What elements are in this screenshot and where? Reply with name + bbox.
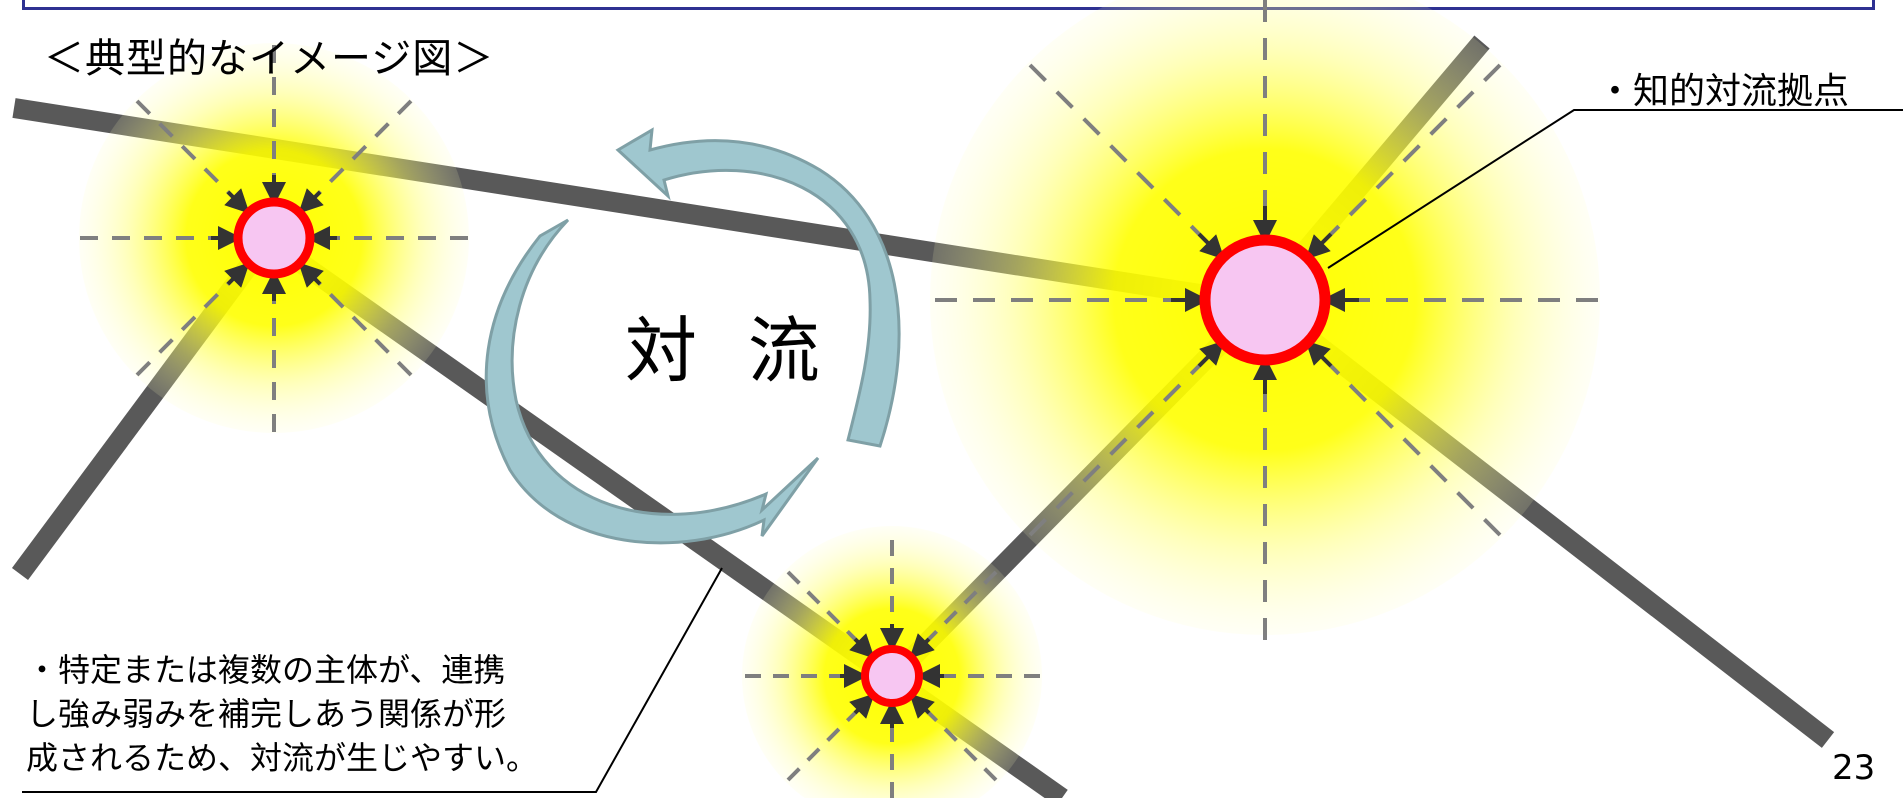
convection-arrow-upper <box>615 127 901 448</box>
arrows-bottom <box>840 624 944 728</box>
arrows-left <box>211 175 337 301</box>
hub-node-left <box>233 197 315 279</box>
convection-arrow-lower <box>484 218 820 545</box>
hub-node-right <box>1199 234 1331 366</box>
arrows-right <box>1171 206 1359 394</box>
top-frame <box>22 0 1875 10</box>
hub-node-bottom <box>861 645 923 707</box>
convection-arrows <box>484 127 901 545</box>
page-number: 23 <box>1832 748 1876 788</box>
convection-label: 対 流 <box>625 309 834 393</box>
leader-lines <box>22 109 1903 793</box>
leader-hub <box>1327 109 1903 269</box>
spokes-right <box>935 0 1598 640</box>
relationship-note: ・特定または複数の主体が、連携 し強み弱みを補完しあう関係が形 成されるため、対… <box>26 651 539 777</box>
diagram-title: ＜典型的なイメージ図＞ <box>44 36 495 82</box>
leader-note <box>22 567 723 793</box>
hub-callout-label: ・知的対流拠点 <box>1597 71 1850 112</box>
hub-nodes <box>233 197 1331 707</box>
